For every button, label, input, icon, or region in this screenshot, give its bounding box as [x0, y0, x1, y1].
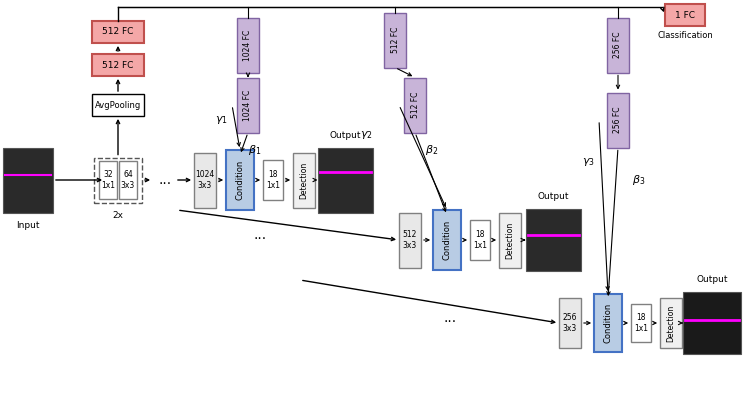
FancyBboxPatch shape	[119, 161, 137, 199]
Text: Input: Input	[16, 220, 40, 230]
Text: 512 FC: 512 FC	[391, 27, 400, 53]
Text: Output: Output	[696, 275, 728, 284]
FancyBboxPatch shape	[470, 220, 490, 260]
Text: 18
1x1: 18 1x1	[473, 230, 487, 250]
Text: Classification: Classification	[657, 31, 712, 40]
FancyBboxPatch shape	[683, 292, 741, 354]
Text: 1024 FC: 1024 FC	[244, 29, 253, 61]
FancyBboxPatch shape	[194, 152, 216, 208]
Text: $\gamma_2$: $\gamma_2$	[360, 129, 373, 141]
Text: 18
1x1: 18 1x1	[266, 170, 280, 190]
FancyBboxPatch shape	[559, 298, 581, 348]
FancyBboxPatch shape	[607, 18, 629, 72]
FancyBboxPatch shape	[237, 78, 259, 132]
FancyBboxPatch shape	[263, 160, 283, 200]
FancyBboxPatch shape	[665, 4, 705, 26]
FancyBboxPatch shape	[660, 298, 682, 348]
Text: Detection: Detection	[506, 221, 515, 259]
FancyBboxPatch shape	[433, 210, 461, 270]
Text: 512
3x3: 512 3x3	[403, 230, 417, 250]
Text: $\gamma_1$: $\gamma_1$	[215, 114, 228, 126]
FancyBboxPatch shape	[317, 148, 373, 212]
Text: 1024 FC: 1024 FC	[244, 89, 253, 121]
FancyBboxPatch shape	[384, 12, 406, 68]
Text: $\gamma_3$: $\gamma_3$	[582, 156, 595, 168]
FancyBboxPatch shape	[99, 161, 117, 199]
Text: Condition: Condition	[442, 220, 452, 260]
Text: 64
3x3: 64 3x3	[121, 170, 135, 190]
Text: 512 FC: 512 FC	[102, 28, 134, 36]
Text: 256 FC: 256 FC	[614, 32, 622, 58]
Text: Condition: Condition	[604, 303, 613, 343]
Text: $\beta_1$: $\beta_1$	[248, 143, 261, 157]
Text: 1 FC: 1 FC	[675, 10, 695, 20]
Text: $\beta_3$: $\beta_3$	[632, 173, 645, 187]
FancyBboxPatch shape	[92, 54, 144, 76]
Text: 512 FC: 512 FC	[410, 92, 419, 118]
FancyBboxPatch shape	[226, 150, 254, 210]
FancyBboxPatch shape	[499, 212, 521, 268]
FancyBboxPatch shape	[399, 212, 421, 268]
FancyBboxPatch shape	[404, 78, 426, 132]
Text: Detection: Detection	[667, 304, 676, 342]
FancyBboxPatch shape	[237, 18, 259, 72]
Text: ...: ...	[443, 311, 457, 325]
Text: 2x: 2x	[112, 210, 124, 220]
FancyBboxPatch shape	[293, 152, 315, 208]
FancyBboxPatch shape	[607, 92, 629, 148]
Text: 1024
3x3: 1024 3x3	[195, 170, 214, 190]
Text: Output: Output	[329, 130, 361, 140]
FancyBboxPatch shape	[92, 21, 144, 43]
Text: AvgPooling: AvgPooling	[94, 100, 141, 110]
FancyBboxPatch shape	[526, 209, 580, 271]
Text: Output: Output	[537, 192, 568, 201]
FancyBboxPatch shape	[94, 158, 142, 202]
Text: 32
1x1: 32 1x1	[101, 170, 115, 190]
Text: 18
1x1: 18 1x1	[634, 313, 648, 333]
FancyBboxPatch shape	[92, 94, 144, 116]
Text: 512 FC: 512 FC	[102, 60, 134, 70]
Text: 256 FC: 256 FC	[614, 107, 622, 133]
Text: $\beta_2$: $\beta_2$	[425, 143, 438, 157]
FancyBboxPatch shape	[594, 294, 622, 352]
FancyBboxPatch shape	[3, 148, 53, 212]
Text: ...: ...	[254, 228, 266, 242]
Text: 256
3x3: 256 3x3	[562, 313, 578, 333]
Text: ...: ...	[158, 173, 172, 187]
FancyBboxPatch shape	[631, 304, 651, 342]
Text: Detection: Detection	[299, 161, 308, 199]
Text: Condition: Condition	[236, 160, 244, 200]
